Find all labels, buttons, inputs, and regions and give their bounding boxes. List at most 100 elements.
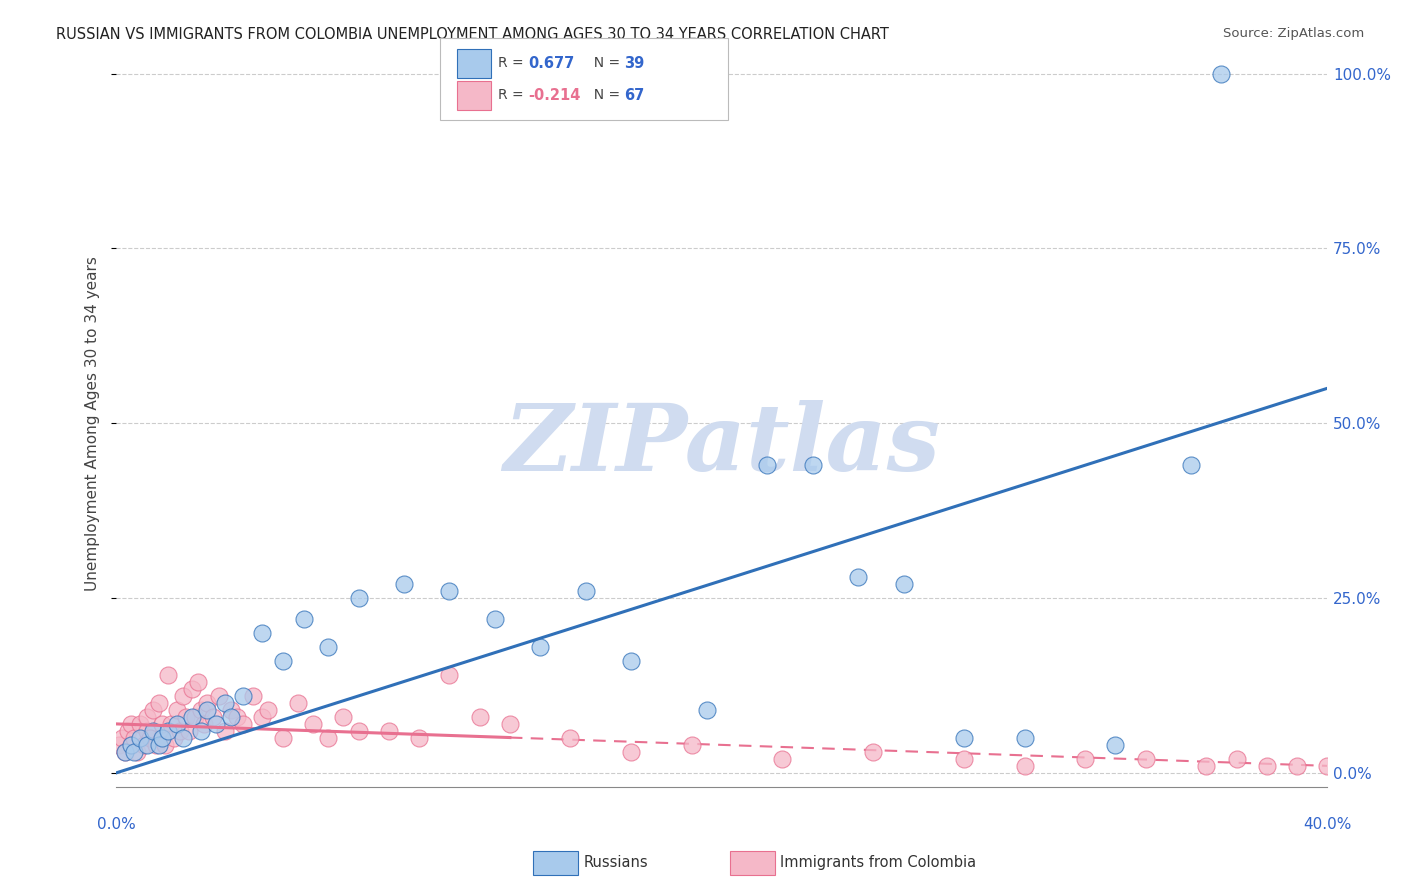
Point bbox=[271, 654, 294, 668]
Point bbox=[620, 745, 643, 759]
Point bbox=[184, 710, 207, 724]
Text: R =: R = bbox=[498, 56, 527, 70]
Point bbox=[193, 717, 215, 731]
Point bbox=[529, 640, 551, 654]
Point bbox=[153, 738, 176, 752]
Point bbox=[150, 731, 173, 745]
Point bbox=[250, 626, 273, 640]
Point bbox=[392, 577, 415, 591]
Point bbox=[117, 723, 139, 738]
Point bbox=[302, 717, 325, 731]
Text: 67: 67 bbox=[624, 88, 644, 103]
Point bbox=[468, 710, 491, 724]
Point bbox=[156, 668, 179, 682]
Point bbox=[232, 717, 254, 731]
Point bbox=[138, 731, 160, 745]
Point bbox=[347, 591, 370, 605]
Point bbox=[620, 654, 643, 668]
Point bbox=[166, 703, 188, 717]
Point bbox=[124, 731, 146, 745]
Point bbox=[226, 710, 249, 724]
Point bbox=[156, 723, 179, 738]
Point bbox=[378, 723, 401, 738]
Point bbox=[166, 717, 188, 731]
Point bbox=[181, 710, 204, 724]
Point bbox=[150, 731, 173, 745]
Text: Source: ZipAtlas.com: Source: ZipAtlas.com bbox=[1223, 27, 1364, 40]
Point bbox=[271, 731, 294, 745]
Point bbox=[953, 731, 976, 745]
Point bbox=[332, 710, 354, 724]
Text: 39: 39 bbox=[624, 56, 644, 70]
Point bbox=[439, 668, 461, 682]
Point bbox=[846, 570, 869, 584]
Point bbox=[408, 731, 430, 745]
Point bbox=[439, 584, 461, 599]
Point bbox=[142, 703, 165, 717]
Point bbox=[174, 710, 197, 724]
Point bbox=[560, 731, 582, 745]
Text: N =: N = bbox=[585, 88, 624, 103]
Point bbox=[145, 738, 167, 752]
Y-axis label: Unemployment Among Ages 30 to 34 years: Unemployment Among Ages 30 to 34 years bbox=[86, 256, 100, 591]
Point bbox=[1211, 66, 1233, 80]
Text: 0.677: 0.677 bbox=[529, 56, 575, 70]
Point bbox=[135, 723, 157, 738]
Point bbox=[163, 731, 186, 745]
Point bbox=[221, 703, 243, 717]
Point bbox=[221, 710, 243, 724]
Point bbox=[202, 710, 225, 724]
Point bbox=[148, 696, 170, 710]
Point bbox=[159, 717, 181, 731]
Point bbox=[250, 710, 273, 724]
Point bbox=[893, 577, 915, 591]
Point bbox=[287, 696, 309, 710]
Point bbox=[681, 738, 703, 752]
Point bbox=[214, 723, 236, 738]
Text: RUSSIAN VS IMMIGRANTS FROM COLOMBIA UNEMPLOYMENT AMONG AGES 30 TO 34 YEARS CORRE: RUSSIAN VS IMMIGRANTS FROM COLOMBIA UNEM… bbox=[56, 27, 889, 42]
Point bbox=[1256, 759, 1278, 773]
Point bbox=[1316, 759, 1339, 773]
Point bbox=[124, 745, 146, 759]
Point bbox=[127, 745, 149, 759]
Point bbox=[292, 612, 315, 626]
Point bbox=[347, 723, 370, 738]
Text: 0.0%: 0.0% bbox=[97, 817, 135, 832]
Point bbox=[1014, 731, 1036, 745]
Point bbox=[135, 710, 157, 724]
Point bbox=[135, 738, 157, 752]
Point bbox=[114, 745, 136, 759]
Point bbox=[132, 738, 155, 752]
Point bbox=[120, 717, 142, 731]
Point bbox=[172, 731, 194, 745]
Point bbox=[862, 745, 884, 759]
Point bbox=[770, 752, 793, 766]
Point bbox=[142, 723, 165, 738]
Point bbox=[205, 717, 228, 731]
Point bbox=[187, 675, 209, 690]
Point bbox=[190, 703, 212, 717]
Point bbox=[1135, 752, 1157, 766]
Point bbox=[1286, 759, 1309, 773]
Point bbox=[108, 738, 131, 752]
Point bbox=[177, 723, 200, 738]
Point bbox=[129, 717, 152, 731]
Point bbox=[120, 738, 142, 752]
Point bbox=[499, 717, 522, 731]
Point bbox=[1180, 458, 1202, 473]
Point bbox=[195, 703, 218, 717]
Point bbox=[232, 689, 254, 703]
Point bbox=[575, 584, 598, 599]
Point bbox=[214, 696, 236, 710]
Text: 40.0%: 40.0% bbox=[1303, 817, 1351, 832]
Point bbox=[114, 745, 136, 759]
Point bbox=[208, 689, 231, 703]
Point bbox=[696, 703, 718, 717]
Text: -0.214: -0.214 bbox=[529, 88, 581, 103]
Point bbox=[316, 640, 339, 654]
Point bbox=[242, 689, 264, 703]
Point bbox=[172, 689, 194, 703]
Point bbox=[756, 458, 779, 473]
Point bbox=[129, 731, 152, 745]
Point bbox=[1014, 759, 1036, 773]
